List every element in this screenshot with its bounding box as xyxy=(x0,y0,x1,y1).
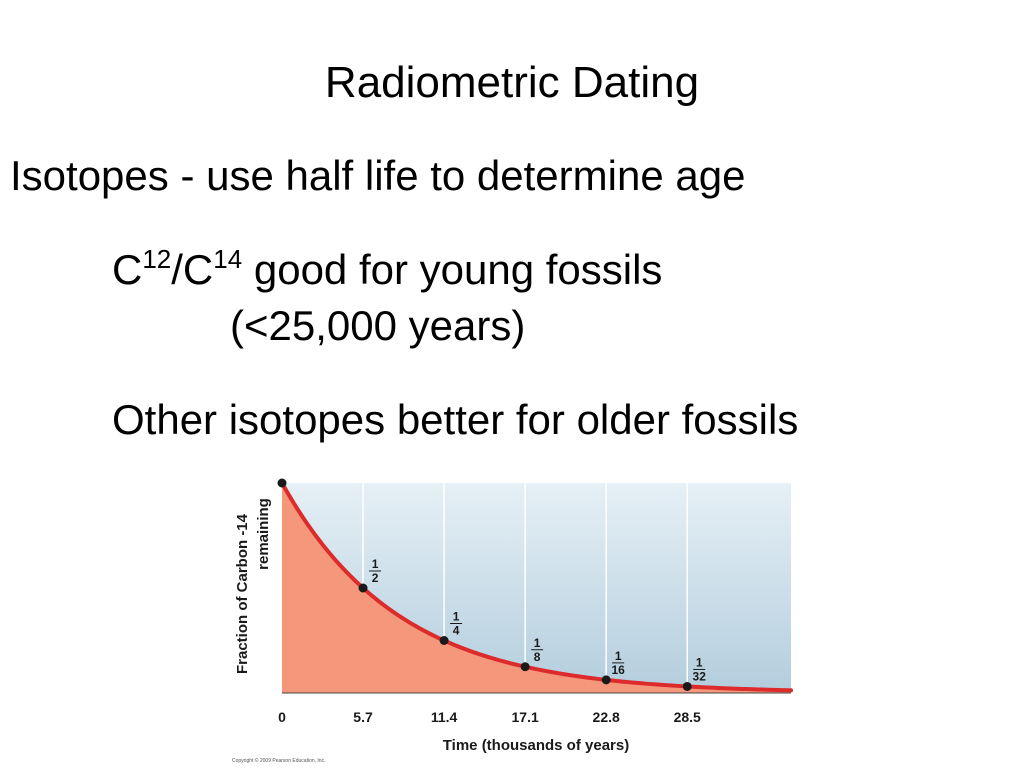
y-axis-title: Fraction of Carbon -14 remaining xyxy=(234,498,272,674)
fraction-denominator: 32 xyxy=(693,669,707,683)
x-tick-label: 5.7 xyxy=(353,709,373,725)
bullet-other-isotopes: Other isotopes better for older fossils xyxy=(112,396,799,443)
data-point xyxy=(682,681,692,691)
carbon-symbol: C xyxy=(112,246,143,293)
decay-curve xyxy=(280,481,793,693)
data-point xyxy=(601,675,611,685)
fraction-denominator: 8 xyxy=(534,650,541,664)
fraction-denominator: 4 xyxy=(453,624,460,638)
fraction-numerator: 1 xyxy=(453,610,460,624)
fraction-denominator: 16 xyxy=(611,663,625,677)
x-tick-label: 28.5 xyxy=(674,709,701,725)
data-point xyxy=(277,478,287,488)
data-point xyxy=(520,662,530,672)
fraction-label: 14 xyxy=(450,610,463,638)
fraction-denominator: 2 xyxy=(372,571,379,585)
carbon-ratio-text: good for young fossils xyxy=(242,246,663,293)
fraction-numerator: 1 xyxy=(534,636,541,650)
copyright-notice: Copyright © 2009 Pearson Education, Inc. xyxy=(232,757,325,764)
y-axis-title-line-1: Fraction of Carbon -14 xyxy=(234,513,251,674)
data-point xyxy=(439,636,449,645)
x-tick-label: 22.8 xyxy=(593,709,620,725)
x-tick-label: 17.1 xyxy=(512,709,539,725)
slide-title: Radiometric Dating xyxy=(324,58,700,107)
carbon-slash-symbol: /C xyxy=(171,246,214,293)
x-axis-title: Time (thousands of years) xyxy=(443,737,629,754)
bullet-isotopes: Isotopes - use half life to determine ag… xyxy=(10,152,746,199)
y-axis-title-line-2: remaining xyxy=(255,498,272,570)
bullet-age-limit: (<25,000 years) xyxy=(230,302,526,349)
x-tick-labels: 0 5.7 11.4 17.1 22.8 28.5 xyxy=(278,709,701,725)
decay-area-fill xyxy=(282,483,791,693)
fraction-label: 132 xyxy=(693,655,707,683)
x-tick-label: 11.4 xyxy=(431,709,458,725)
superscript-12: 12 xyxy=(142,244,172,274)
fraction-label: 18 xyxy=(531,636,544,664)
fraction-numerator: 1 xyxy=(696,655,703,669)
fraction-label: 116 xyxy=(611,649,625,677)
superscript-14: 14 xyxy=(213,244,243,274)
data-points xyxy=(277,478,692,691)
fraction-numerator: 1 xyxy=(615,649,622,663)
fraction-numerator: 1 xyxy=(372,557,379,571)
bullet-carbon-ratio: C12/C14 good for young fossils xyxy=(112,244,662,296)
x-tick-label: 0 xyxy=(278,709,286,725)
data-point xyxy=(358,583,368,593)
fraction-label: 12 xyxy=(369,557,382,585)
